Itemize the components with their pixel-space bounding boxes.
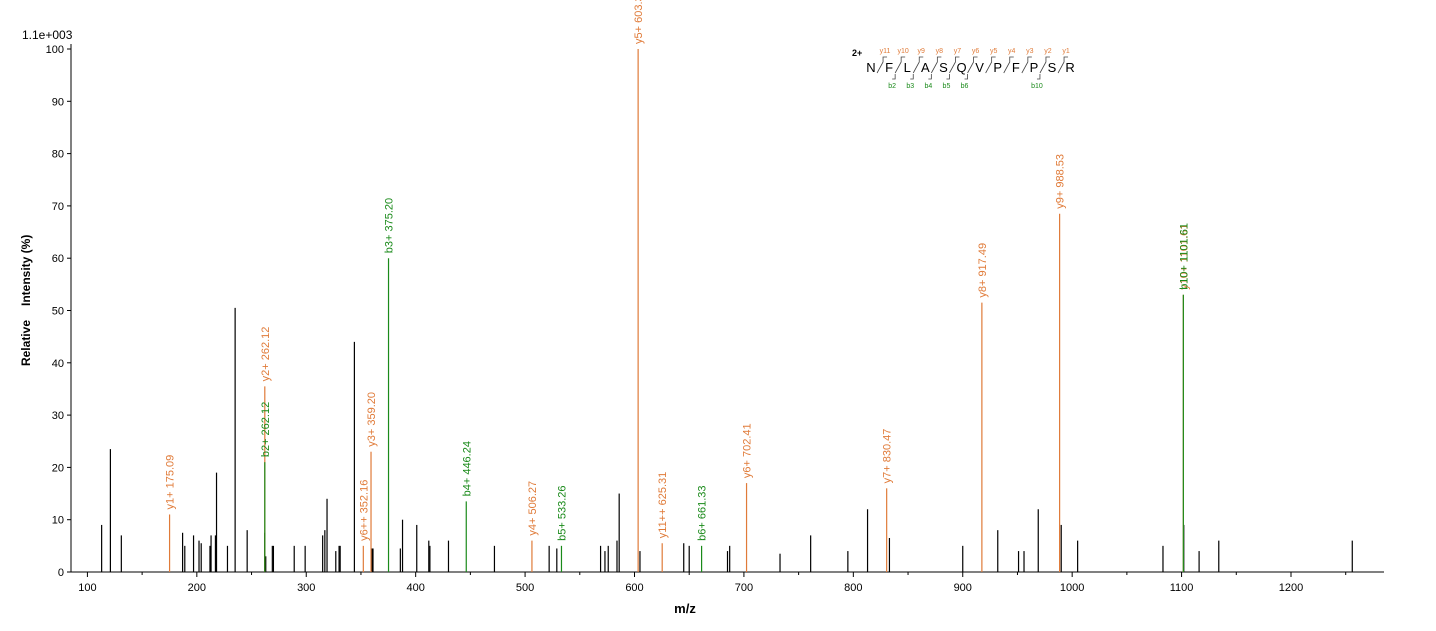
y-ion-label: y8+ 917.49 (977, 243, 989, 298)
y-ion-label: y9+ 988.53 (1055, 154, 1067, 209)
y-ion-marker (1021, 56, 1032, 74)
residue: F (1012, 60, 1020, 75)
residue: N (866, 60, 875, 75)
y-tick-label: 30 (52, 410, 64, 422)
x-tick-label: 1100 (1170, 582, 1194, 594)
y-ion-marker (930, 56, 942, 74)
y-ion-tag: y1 (1062, 48, 1070, 55)
b-ion-label: b10+ 1101.61 (1178, 223, 1190, 290)
x-tick-label: 1200 (1279, 582, 1303, 594)
y-tick-label: 0 (58, 567, 64, 579)
axes: 0 10 20 30 40 50 60 70 80 90 100 100 200 300 400 500 600… (46, 44, 1384, 594)
y-ion-marker (912, 56, 924, 74)
y-tick-label: 70 (52, 201, 64, 213)
y-ion-tag: y3 (1026, 48, 1034, 55)
peak-labels: y1+ 175.09 y2+ 262.12 y6++ 352.16 y3+ 359.2… (165, 0, 1191, 541)
b-ion-label: b4+ 446.24 (461, 441, 473, 496)
y-axis-title-part2: Intensity (%) (19, 235, 33, 306)
residue: L (904, 60, 911, 75)
x-tick-label: 1000 (1060, 582, 1084, 594)
y-ion-tag: y6 (972, 48, 980, 55)
y-ion-marker (1039, 56, 1050, 74)
x-tick-label: 300 (297, 582, 315, 594)
x-tick-label: 800 (844, 582, 862, 594)
residue: R (1065, 60, 1074, 75)
y-tick-label: 80 (52, 149, 64, 161)
y-ion-label: y11++ 625.31 (657, 472, 669, 538)
residue: Q (956, 60, 966, 75)
b-ion-label: b3+ 375.20 (384, 198, 396, 253)
b-ion-marker (910, 74, 914, 80)
b-ion-tag: b4 (924, 83, 932, 90)
y-ion-tag: y4 (1008, 48, 1016, 55)
x-tick-label: 700 (735, 582, 753, 594)
residue: V (975, 60, 984, 75)
y-ion-label: y7+ 830.47 (882, 429, 894, 484)
y-ion-tag: y10 (898, 48, 909, 55)
y-ion-tag: y7 (954, 48, 962, 55)
y-ion-tag: y2 (1044, 48, 1052, 55)
y-ion-marker (985, 56, 996, 74)
x-tick-label: 200 (188, 582, 206, 594)
y-ion-marker (1003, 56, 1014, 74)
b-ion-tag: b5 (943, 83, 951, 90)
y-ion-marker (876, 56, 888, 74)
b-ion-label: b2+ 262.12 (260, 402, 272, 457)
y-ion-label: y2+ 262.12 (260, 327, 272, 382)
y-tick-label: 20 (52, 462, 64, 474)
b-ion-marker (1036, 74, 1041, 80)
y-ion-tag: y11 (880, 48, 891, 55)
x-tick-label: 500 (516, 582, 534, 594)
residue: F (885, 60, 893, 75)
b-ion-marker (928, 74, 932, 80)
y-ion-tag: y9 (918, 48, 926, 55)
residue: A (921, 60, 930, 75)
y-ion-label: y6+ 702.41 (742, 423, 754, 478)
charge-state: 2+ (852, 48, 862, 58)
y-tick-label: 60 (52, 253, 64, 265)
y-tick-label: 90 (52, 96, 64, 108)
residue: P (1030, 60, 1039, 75)
residue: P (993, 60, 1002, 75)
y-tick-label: 100 (46, 44, 64, 56)
x-axis-title: m/z (674, 601, 696, 616)
y-tick-label: 40 (52, 358, 64, 370)
y-ion-label: y6++ 352.16 (358, 480, 370, 541)
peaks (101, 49, 1353, 572)
y-tick-label: 10 (52, 515, 64, 527)
scale-label: 1.1e+003 (22, 28, 73, 42)
y-ion-label: y5+ 603.32 (633, 0, 645, 44)
b-ion-label: b6+ 661.33 (697, 485, 709, 540)
x-tick-label: 600 (625, 582, 643, 594)
y-ion-marker (949, 56, 960, 74)
y-ion-tag: y5 (990, 48, 998, 55)
y-ion-marker (894, 56, 906, 74)
y-ion-label: y4+ 506.27 (527, 481, 539, 536)
b-ion-marker (892, 74, 896, 80)
y-ion-label: y10+ 1101.61 (1178, 224, 1190, 290)
b-ion-tag: b2 (888, 83, 896, 90)
x-tick-label: 400 (406, 582, 424, 594)
b-ion-label: b5+ 533.26 (556, 485, 568, 540)
b-ion-tag: b10 (1031, 83, 1043, 90)
y-ion-marker (967, 56, 978, 74)
x-tick-label: 100 (78, 582, 96, 594)
y-ion-tag: y8 (936, 48, 944, 55)
residue: S (939, 60, 948, 75)
x-tick-label: 900 (954, 582, 972, 594)
y-ion-label: y3+ 359.20 (366, 392, 378, 447)
y-ion-marker (1057, 56, 1069, 74)
b-ion-tag: b3 (906, 83, 914, 90)
y-axis-title-part1: Relative (19, 320, 33, 366)
y-tick-label: 50 (52, 306, 64, 318)
b-ion-marker (946, 74, 950, 80)
y-ion-label: y1+ 175.09 (165, 455, 177, 510)
b-ion-marker (964, 74, 968, 80)
residue: S (1048, 60, 1057, 75)
b-ion-tag: b6 (961, 83, 969, 90)
